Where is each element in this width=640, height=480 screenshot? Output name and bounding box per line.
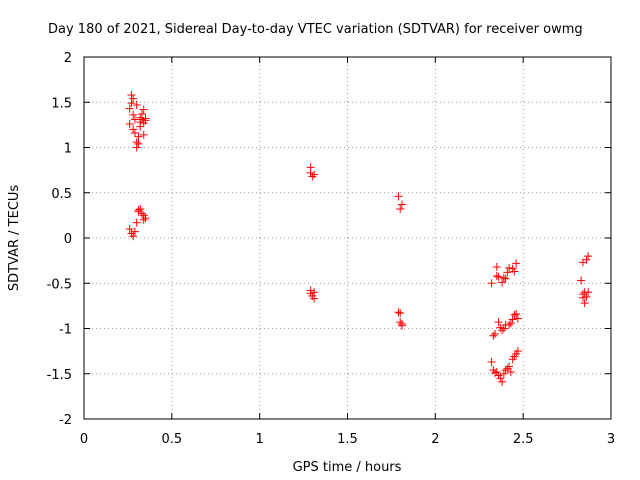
x-tick-label: 2	[431, 432, 439, 447]
data-point	[136, 205, 145, 214]
data-point	[513, 347, 522, 356]
data-point	[141, 114, 150, 123]
y-tick-label: 2	[64, 51, 72, 66]
data-point	[499, 324, 508, 333]
data-point	[129, 125, 138, 134]
x-tick-label: 0	[80, 432, 88, 447]
y-tick-label: -1	[59, 323, 72, 338]
data-point	[501, 366, 510, 375]
data-point	[132, 218, 141, 227]
data-point	[310, 288, 319, 297]
data-point	[498, 377, 507, 386]
data-point	[130, 129, 139, 138]
data-point	[396, 318, 405, 327]
data-point	[506, 319, 515, 328]
x-tick-label: 0.5	[161, 432, 182, 447]
data-point	[498, 326, 507, 335]
data-point	[501, 274, 510, 283]
data-point	[499, 273, 508, 282]
data-point	[394, 192, 403, 201]
data-point	[139, 105, 148, 114]
data-point	[510, 310, 519, 319]
data-point	[582, 292, 591, 301]
data-point	[136, 113, 145, 122]
data-point	[496, 374, 505, 383]
y-tick-label: 1.5	[51, 96, 72, 111]
data-point	[127, 99, 136, 108]
data-point	[494, 272, 503, 281]
data-point	[513, 314, 522, 323]
data-point	[499, 369, 508, 378]
data-point	[584, 288, 593, 297]
data-point	[492, 262, 501, 271]
axis-ticks: 0 0.5 1 1.5 2 2.5 3 -2 -1.5 -1 -0.5 0 0.5 1 1.5 2	[47, 51, 616, 447]
grid-lines	[84, 57, 611, 419]
data-point	[503, 268, 512, 277]
data-point	[510, 267, 519, 276]
data-point	[132, 138, 141, 147]
data-point	[492, 367, 501, 376]
data-point	[512, 310, 521, 319]
y-tick-label: -2	[59, 413, 72, 428]
data-point	[139, 215, 148, 224]
x-axis-label: GPS time / hours	[293, 460, 402, 475]
data-point	[577, 276, 586, 285]
data-point	[306, 168, 315, 177]
data-point	[308, 172, 317, 181]
data-point	[494, 318, 503, 327]
x-tick-label: 1.5	[337, 432, 358, 447]
data-point	[134, 132, 143, 141]
y-tick-label: 0	[64, 232, 72, 247]
y-tick-label: 0.5	[51, 187, 72, 202]
y-tick-label: -1.5	[47, 368, 72, 383]
data-point	[129, 232, 138, 241]
data-point	[130, 115, 139, 124]
data-point	[508, 315, 517, 324]
data-point	[491, 329, 500, 338]
data-point	[582, 255, 591, 264]
data-point	[129, 94, 138, 103]
data-point	[396, 309, 405, 318]
data-point	[487, 279, 496, 288]
data-point	[584, 252, 593, 261]
data-point	[397, 319, 406, 328]
y-tick-label: 1	[64, 142, 72, 157]
data-point	[397, 200, 406, 209]
x-tick-label: 3	[607, 432, 615, 447]
y-tick-label: -0.5	[47, 277, 72, 292]
data-point	[580, 299, 589, 308]
data-point	[141, 214, 150, 223]
data-point	[130, 227, 139, 236]
data-point	[578, 293, 587, 302]
x-tick-label: 1	[256, 432, 264, 447]
data-point	[127, 91, 136, 100]
data-point	[505, 362, 514, 371]
data-point	[512, 259, 521, 268]
data-points	[125, 91, 593, 386]
data-point	[134, 139, 143, 148]
data-point	[394, 308, 403, 317]
data-point	[396, 205, 405, 214]
data-point	[310, 170, 319, 179]
data-point	[129, 110, 138, 119]
data-point	[139, 130, 148, 139]
data-point	[498, 278, 507, 287]
data-point	[125, 119, 134, 128]
data-point	[489, 331, 498, 340]
data-point	[503, 364, 512, 373]
data-point	[492, 272, 501, 281]
data-point	[137, 110, 146, 119]
y-axis-label: SDTVAR / TECUs	[7, 185, 22, 292]
data-point	[505, 263, 514, 272]
chart-title: Day 180 of 2021, Sidereal Day-to-day VTE…	[48, 22, 583, 37]
x-tick-label: 2.5	[513, 432, 534, 447]
data-point	[505, 320, 514, 329]
data-point	[506, 367, 515, 376]
data-point	[125, 224, 134, 233]
data-point	[125, 104, 134, 113]
data-point	[487, 357, 496, 366]
data-point	[137, 209, 146, 218]
data-point	[132, 100, 141, 109]
